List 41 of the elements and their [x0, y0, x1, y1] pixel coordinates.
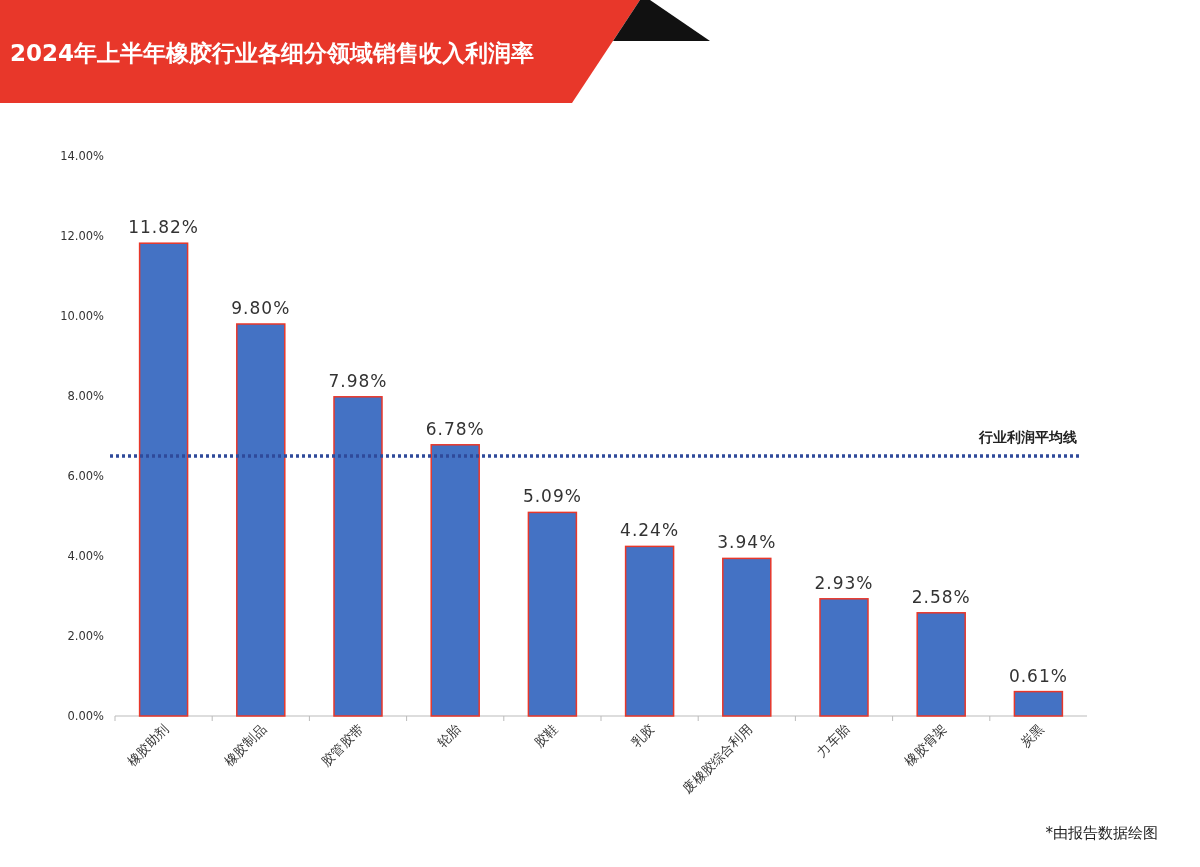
data-label: 5.09% [522, 486, 582, 507]
bar [624, 545, 675, 717]
bar [819, 598, 869, 717]
bar [916, 612, 966, 717]
y-tick-label: 14.00% [60, 149, 105, 163]
x-tick-label: 橡胶助剂 [124, 721, 172, 769]
x-tick-label: 胶鞋 [531, 721, 561, 751]
x-tick-label: 轮胎 [434, 721, 464, 751]
y-tick-label: 8.00% [67, 389, 105, 403]
chart-title: 2024年上半年橡胶行业各细分领域销售收入利润率 [10, 40, 535, 66]
bar [236, 323, 286, 717]
bar [1013, 690, 1064, 717]
y-tick-label: 4.00% [67, 549, 105, 563]
x-tick-label: 橡胶制品 [221, 721, 269, 769]
x-tick-label: 力车胎 [813, 721, 853, 760]
data-label: 2.58% [911, 586, 971, 607]
bar [333, 396, 383, 717]
bar [430, 444, 480, 717]
bar [138, 242, 189, 717]
data-label: 7.98% [328, 370, 388, 391]
data-label: 0.61% [1008, 665, 1068, 686]
data-label: 3.94% [717, 532, 777, 553]
x-tick-label: 胶管胶带 [318, 721, 367, 769]
data-label: 4.24% [620, 520, 680, 541]
bar [527, 511, 578, 717]
x-tick-label: 废橡胶综合利用 [679, 721, 755, 797]
text: *由报告数据绘图 [1045, 824, 1158, 842]
data-label: 2.93% [814, 572, 874, 593]
data-label: 11.82% [128, 217, 200, 238]
y-tick-label: 2.00% [67, 629, 105, 643]
y-tick-label: 6.00% [67, 469, 105, 483]
y-tick-label: 0.00% [67, 709, 105, 723]
x-tick-label: 橡胶骨架 [901, 721, 950, 769]
data-label: 6.78% [425, 418, 485, 439]
data-label: 9.80% [231, 298, 291, 318]
y-tick-label: 12.00% [60, 229, 105, 243]
ref-line-label: 行业利润平均线 [978, 429, 1077, 445]
x-tick-label: 乳胶 [628, 721, 658, 751]
x-tick-label: 炭黑 [1017, 721, 1047, 751]
y-tick-label: 10.00% [60, 309, 105, 323]
bar [722, 557, 772, 717]
